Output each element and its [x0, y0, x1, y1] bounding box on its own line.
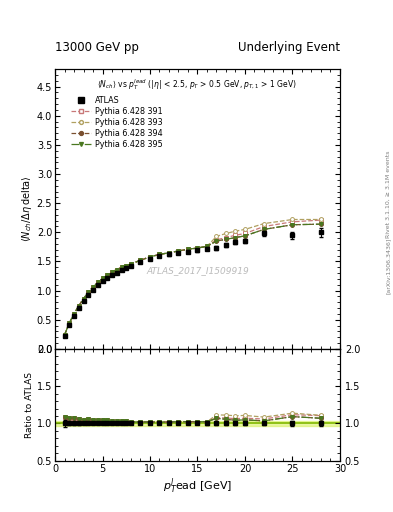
Bar [55, 421, 340, 426]
Text: ATLAS_2017_I1509919: ATLAS_2017_I1509919 [146, 266, 249, 275]
Y-axis label: Ratio to ATLAS: Ratio to ATLAS [25, 372, 34, 438]
Y-axis label: $\langle N_{ch}/\Delta\eta\,\mathrm{delta}\rangle$: $\langle N_{ch}/\Delta\eta\,\mathrm{delt… [20, 176, 34, 242]
Text: Rivet 3.1.10, ≥ 3.1M events: Rivet 3.1.10, ≥ 3.1M events [386, 151, 391, 238]
Text: Underlying Event: Underlying Event [238, 41, 340, 54]
Legend: ATLAS, Pythia 6.428 391, Pythia 6.428 393, Pythia 6.428 394, Pythia 6.428 395: ATLAS, Pythia 6.428 391, Pythia 6.428 39… [68, 93, 166, 152]
Text: $\langle N_{ch}\rangle$ vs $p_T^{lead}$ ($|\eta|$ < 2.5, $p_T$ > 0.5 GeV, $p_{T,: $\langle N_{ch}\rangle$ vs $p_T^{lead}$ … [97, 77, 298, 92]
Text: 13000 GeV pp: 13000 GeV pp [55, 41, 139, 54]
X-axis label: $p_T^l$ead [GeV]: $p_T^l$ead [GeV] [163, 476, 232, 496]
Text: [arXiv:1306.3436]: [arXiv:1306.3436] [386, 238, 391, 294]
